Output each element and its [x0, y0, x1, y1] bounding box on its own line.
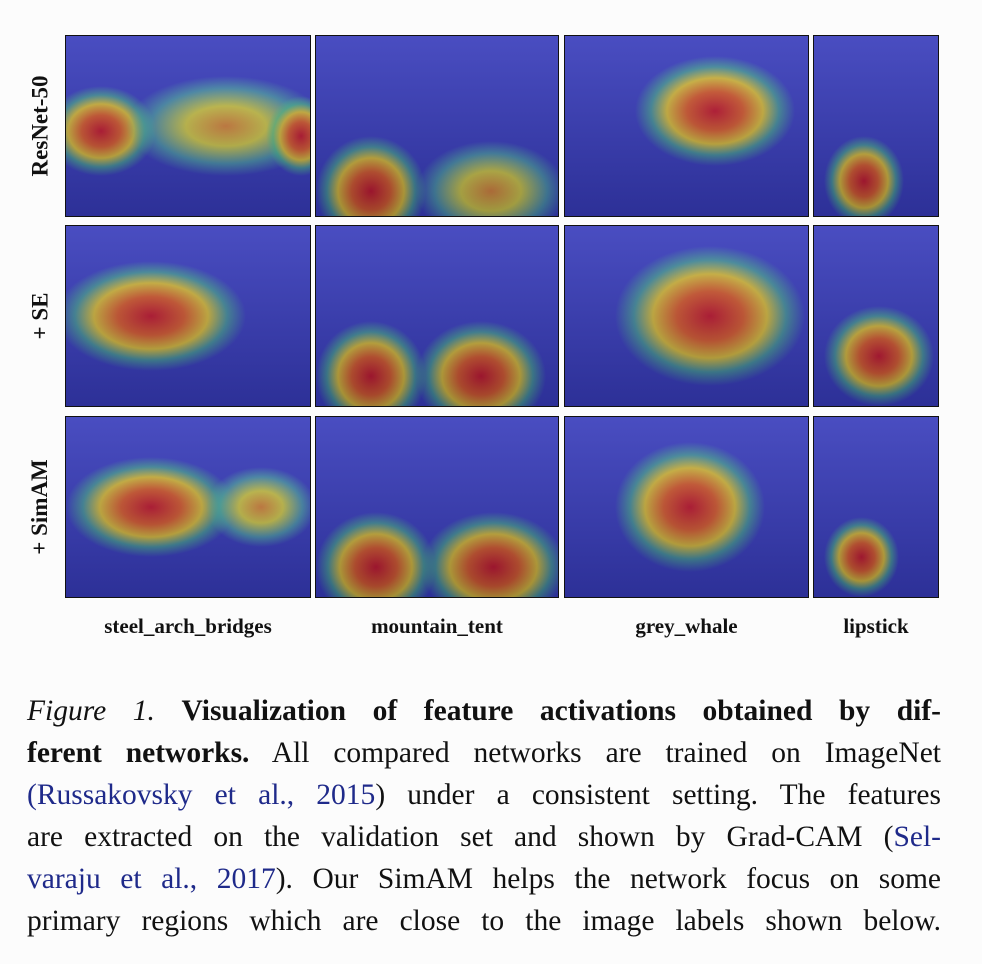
- figure-caption: Figure 1. Visualization of feature activ…: [27, 690, 941, 942]
- caption-text: ) under a consistent setting. The featur…: [375, 779, 941, 811]
- heatmap-resnet50-tent: [315, 35, 559, 217]
- caption-text: primary regions which are close to the i…: [27, 905, 941, 937]
- heatmap-se-bridge: [65, 225, 311, 407]
- row-label-simam: + SimAM: [22, 416, 58, 597]
- citation-link-selvaraju[interactable]: Sel-: [893, 821, 941, 853]
- heatmap-se-lipstick: [813, 225, 939, 407]
- row-label-text: ResNet-50: [27, 75, 52, 176]
- row-label-resnet50: ResNet-50: [22, 35, 58, 216]
- row-label-se: + SE: [22, 225, 58, 406]
- citation-link-russakovsky[interactable]: (Russakovsky et al., 2015: [27, 779, 376, 811]
- heatmap-simam-whale: [564, 416, 809, 598]
- column-label-bridge: steel_arch_bridges: [104, 614, 272, 638]
- caption-text: ). Our SimAM helps the network focus on …: [275, 863, 941, 895]
- heatmap-simam-bridge: [65, 416, 311, 598]
- column-label-whale: grey_whale: [635, 614, 738, 638]
- caption-text: are extracted on the validation set and …: [27, 821, 894, 853]
- citation-link-selvaraju-cont[interactable]: varaju et al., 2017: [27, 863, 276, 895]
- heatmap-simam-lipstick: [813, 416, 939, 598]
- column-label-lipstick: lipstick: [843, 614, 909, 638]
- column-label-tent: mountain_tent: [371, 614, 503, 638]
- row-label-text: + SimAM: [27, 458, 53, 555]
- heatmap-simam-tent: [315, 416, 559, 598]
- caption-title: Visualization of feature activations obt…: [181, 695, 942, 727]
- caption-text: All compared networks are trained on Ima…: [271, 737, 941, 769]
- heatmap-se-tent: [315, 225, 559, 407]
- figure-label: Figure 1.: [27, 695, 155, 727]
- heatmap-resnet50-lipstick: [813, 35, 939, 217]
- heatmap-resnet50-bridge: [65, 35, 311, 217]
- row-label-text: + SE: [27, 292, 52, 339]
- heatmap-resnet50-whale: [564, 35, 809, 217]
- heatmap-se-whale: [564, 225, 809, 407]
- caption-title-cont: ferent networks.: [27, 737, 250, 769]
